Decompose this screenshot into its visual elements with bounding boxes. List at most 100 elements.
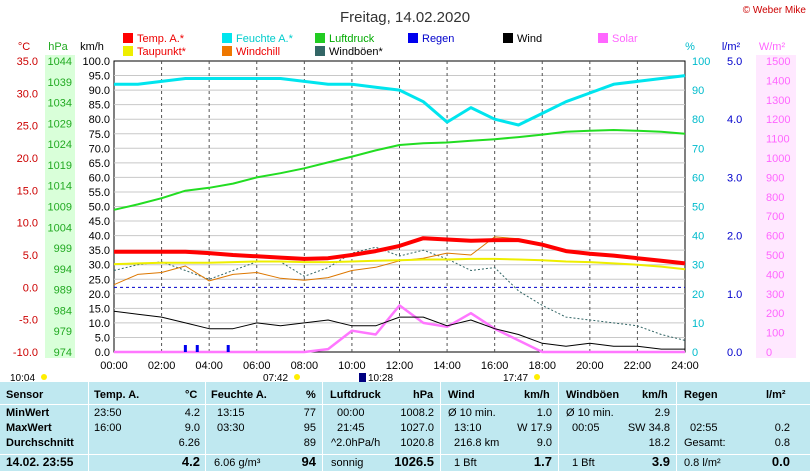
noon-icon [359,373,366,382]
pressure-axis-tick: 1004 [48,222,72,234]
pressure-axis-tick: 1039 [48,77,72,89]
solar-axis-tick: 1300 [766,95,790,107]
pressure-max-value: 1027.0 [400,422,434,434]
temp-avg-value: 6.26 [178,437,200,449]
pressure-axis-tick: 1024 [48,139,72,151]
solar-noon-label: 10:28 [368,373,393,382]
weather-chart: Freitag, 14.02.2020 © Weber Mike Temp. A.*… [10,5,806,382]
wind-axis-tick: 0.0 [95,347,110,359]
time-tick-label: 12:00 [386,360,414,372]
gust-header: Windböen [566,389,620,401]
wind-axis-tick: 70.0 [89,143,110,155]
time-tick-label: 14:00 [433,360,461,372]
solar-axis-tick: 1100 [766,134,790,146]
rain-total-value: 0.8 [774,437,790,449]
temp-axis-tick: 20.0 [17,153,38,165]
time-tick-label: 00:00 [100,360,128,372]
rain-axis-tick: 0.0 [727,347,742,359]
rain-current-value: 0.0 [771,454,790,469]
wind-axis-tick: 80.0 [89,114,110,126]
gust-avg-label: Ø 10 min. [566,407,614,419]
moon-icon [41,374,47,380]
gust-avg10-value: 2.9 [654,407,670,419]
legend-swatch [315,46,325,56]
pressure-axis-tick: 984 [54,305,72,317]
temp-axis-tick: 5.0 [23,250,38,262]
legend-label: Luftdruck [329,33,375,45]
temp-current-value: 4.2 [181,454,200,469]
legend-label: Solar [612,33,638,45]
wind-beaufort: 1 Bft [454,457,477,469]
pressure-axis-tick: 1019 [48,160,72,172]
pressure-axis-tick: 989 [54,285,72,297]
temp-axis-unit: °C [18,41,30,53]
rain-max-value: 0.2 [774,422,790,434]
wind-axis-tick: 85.0 [89,100,110,112]
humidity-axis-tick: 80 [692,114,704,126]
gust-beaufort: 1 Bft [572,457,595,469]
rain-bar [226,345,230,352]
wind-axis-tick: 75.0 [89,129,110,141]
temp-axis-tick: 15.0 [17,185,38,197]
wind-axis-tick: 15.0 [89,303,110,315]
row-label-max: MaxWert [6,422,52,434]
sunrise-label: 07:42 [263,373,288,382]
temp-axis-tick: -10.0 [13,347,38,359]
gust-average-value: 18.2 [648,437,670,449]
solar-axis-tick: 200 [766,308,784,320]
humidity-min-value: 77 [303,407,316,419]
wind-max-value: W 17.9 [517,422,552,434]
rain-unit: l/m² [766,389,786,401]
temp-axis-tick: 25.0 [17,121,38,133]
legend-swatch [598,33,608,43]
series-line-taupunkt [113,257,686,271]
humidity-header: Feuchte A. [211,389,267,401]
time-tick-label: 10:00 [338,360,366,372]
time-tick-label: 22:00 [624,360,652,372]
wind-axis-tick: 30.0 [89,260,110,272]
humidity-axis-tick: 50 [692,202,704,214]
humidity-max-value: 95 [303,422,316,434]
humidity-axis-unit: % [685,41,695,53]
humidity-axis-tick: 60 [692,172,704,184]
pressure-axis-tick: 1029 [48,118,72,130]
solar-axis-tick: 1200 [766,114,790,126]
legend-label: Feuchte A.* [236,33,294,45]
row-label-current: 14.02. 23:55 [6,455,74,469]
sensor-column [0,382,89,471]
rain-axis-tick: 3.0 [727,172,742,184]
wind-axis-tick: 20.0 [89,289,110,301]
pressure-max-time: 21:45 [337,422,365,434]
wind-axis-unit: km/h [80,41,104,53]
time-tick-label: 08:00 [291,360,319,372]
sensor-header: Sensor [6,389,44,401]
series-line-solar [114,304,685,354]
temp-min-value: 4.2 [184,407,200,419]
solar-axis-tick: 1000 [766,153,790,165]
humidity-column [205,382,323,471]
pressure-axis-tick: 1014 [48,181,72,193]
wind-axis-tick: 35.0 [89,245,110,257]
humidity-absolute: 6.06 g/m³ [214,457,261,469]
legend-swatch [408,33,418,43]
pressure-axis-tick: 999 [54,243,72,255]
pressure-axis-unit: hPa [48,41,68,53]
wind-axis-tick: 40.0 [89,231,110,243]
pressure-unit: hPa [413,389,434,401]
time-tick-label: 20:00 [576,360,604,372]
legend-swatch [123,46,133,56]
rain-bar [183,345,187,352]
sunset-label: 17:47 [503,373,528,382]
wind-average-value: 9.0 [536,437,552,449]
time-tick-label: 16:00 [481,360,509,372]
gust-max-value: SW 34.8 [627,422,670,434]
rain-header: Regen [684,389,718,401]
temp-axis-tick: 35.0 [17,56,38,68]
temp-min-time: 23:50 [94,407,122,419]
time-tick-label: 06:00 [243,360,271,372]
temp-axis-tick: 0.0 [23,282,38,294]
wind-unit: km/h [524,389,550,401]
pressure-avg-value: 1020.8 [400,437,434,449]
pressure-trend: ^2.0hPa/h [331,437,381,449]
time-tick-label: 04:00 [195,360,223,372]
